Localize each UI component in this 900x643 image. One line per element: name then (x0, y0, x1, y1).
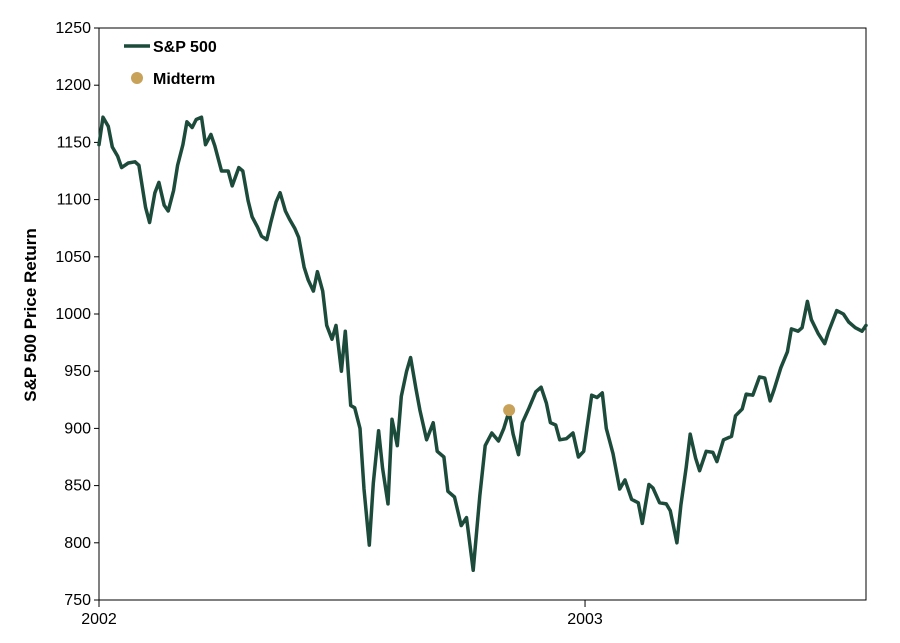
y-axis: 750 800 850 900 950 1000 1050 1100 1150 1200 1250 (55, 20, 99, 609)
y-tick-label: 850 (64, 478, 91, 495)
y-tick-label: 1150 (57, 134, 92, 151)
series-line-sp500 (97, 115, 868, 573)
y-axis-label: S&P 500 Price Return (21, 228, 40, 402)
legend: S&P 500 Midterm (124, 39, 217, 88)
y-tick-label: 950 (64, 363, 91, 380)
legend-label-midterm: Midterm (153, 71, 215, 88)
y-tick-label: 750 (64, 592, 91, 609)
y-tick-label: 800 (64, 535, 91, 552)
series-layer (97, 115, 868, 573)
legend-swatch-midterm (131, 72, 143, 84)
midterm-point (503, 404, 516, 417)
x-tick-label: 2003 (567, 611, 603, 628)
y-tick-label: 1000 (55, 306, 91, 323)
plot-area (98, 27, 867, 601)
annotation-layer (503, 404, 516, 417)
y-tick-label: 1100 (57, 192, 92, 209)
y-tick-label: 1200 (55, 77, 91, 94)
x-axis: 2002 2003 (81, 600, 603, 628)
y-tick-label: 1250 (55, 20, 91, 37)
y-tick-label: 1050 (55, 249, 91, 266)
plot-border (98, 27, 867, 601)
legend-label-sp500: S&P 500 (153, 39, 217, 56)
x-tick-label: 2002 (81, 611, 117, 628)
y-tick-label: 900 (64, 420, 91, 437)
